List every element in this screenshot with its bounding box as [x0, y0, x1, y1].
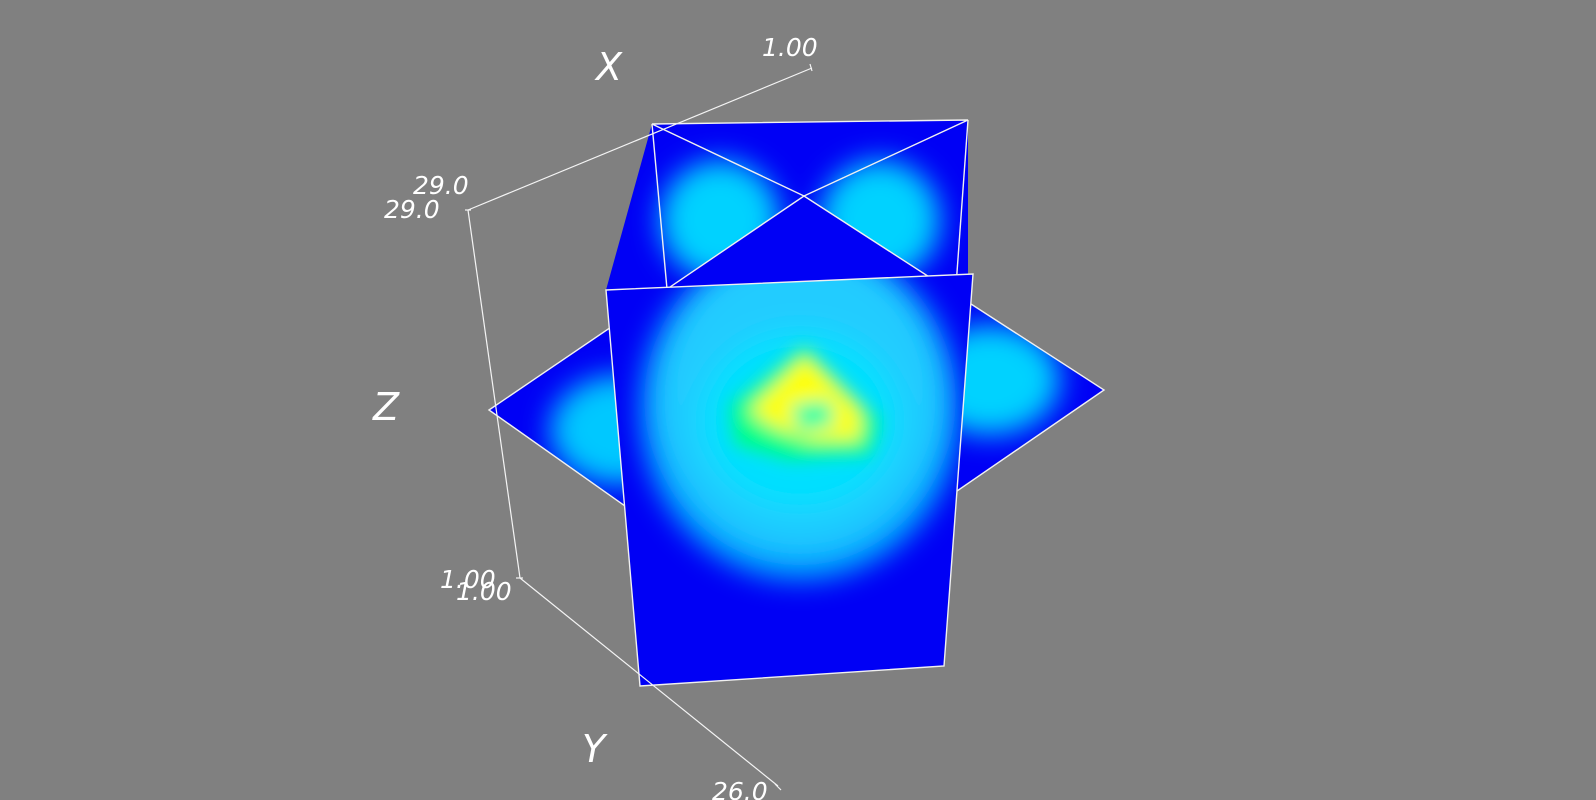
z-axis-title: Z [372, 385, 400, 429]
z-axis-max-label: 29.0 [384, 195, 440, 224]
x-axis-line [467, 67, 813, 211]
axes-frame [465, 63, 813, 791]
y-axis-min-label: 1.00 [456, 577, 512, 606]
y-axis-title: Y [582, 727, 608, 771]
x-axis-min-label: 29.0 [413, 171, 469, 200]
x-axis-max-label: 1.00 [762, 33, 818, 62]
z-axis-line [467, 209, 521, 579]
y-axis-line [519, 577, 779, 787]
x-axis-title: X [594, 45, 623, 89]
front-slice [605, 273, 974, 687]
z-axis-min-label: 1.00 [440, 565, 496, 594]
y-axis-max-label: 26.0 [712, 777, 768, 800]
